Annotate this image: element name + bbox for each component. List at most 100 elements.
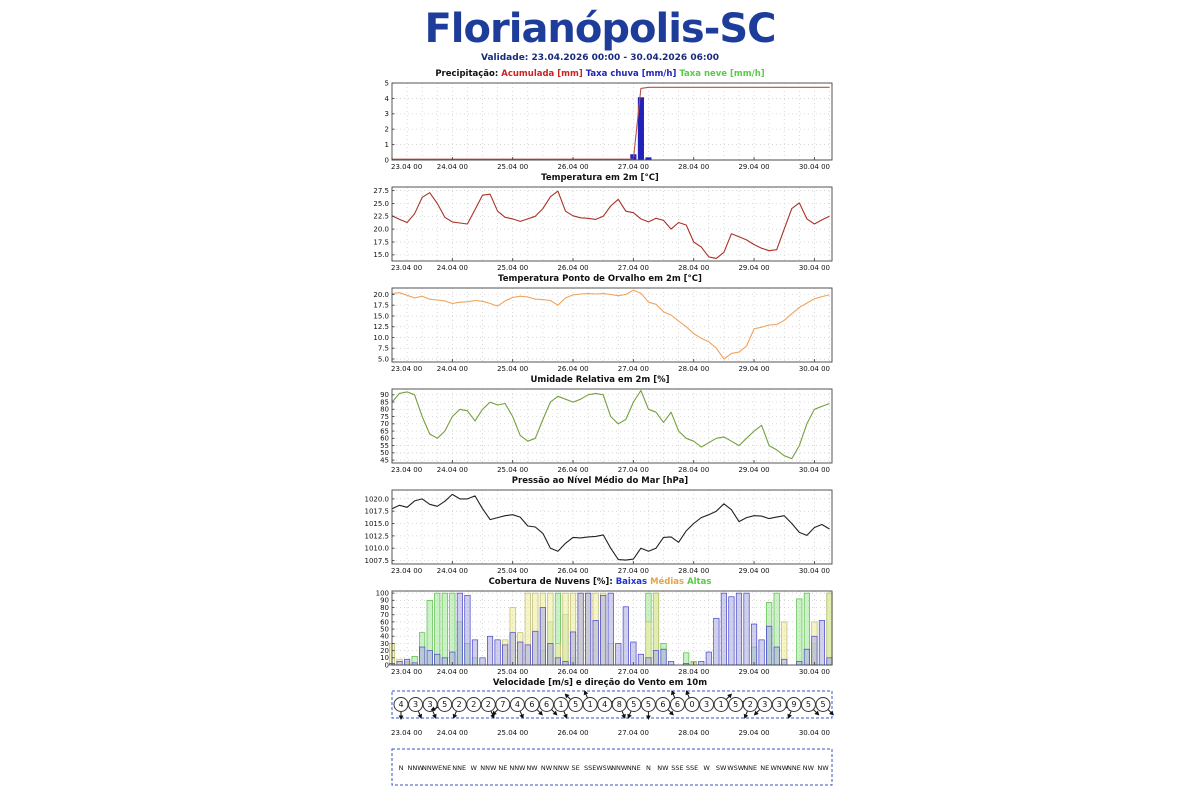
svg-text:1010.0: 1010.0 [365, 545, 390, 553]
svg-text:5: 5 [820, 700, 825, 709]
svg-text:1020.0: 1020.0 [365, 495, 390, 503]
svg-text:75: 75 [380, 413, 389, 421]
chart-title-part: Pressão ao Nível Médio do Mar [hPa] [511, 476, 689, 486]
svg-text:25.04 00: 25.04 00 [497, 567, 528, 575]
svg-text:NW: NW [526, 764, 538, 772]
svg-text:30.04 00: 30.04 00 [799, 365, 830, 373]
svg-text:27.04 00: 27.04 00 [618, 163, 649, 171]
temperature-chart: Temperatura em 2m [°C] 15.0 17.5 20.0 22.5 2… [362, 172, 838, 273]
svg-text:55: 55 [380, 442, 389, 450]
grid [392, 490, 832, 564]
wind-arrow [621, 710, 626, 719]
svg-text:26.04 00: 26.04 00 [557, 729, 588, 737]
svg-text:2: 2 [385, 126, 389, 134]
svg-text:22.5: 22.5 [373, 213, 389, 221]
svg-text:29.04 00: 29.04 00 [738, 264, 769, 272]
wind-chart: Velocidade [m/s] e direção do Vento em 1… [362, 677, 838, 793]
svg-text:NNE: NNE [743, 764, 757, 772]
svg-text:WSW: WSW [596, 764, 614, 772]
chart-title-part: Taxa neve [mm/h] [679, 69, 765, 79]
wind-arrow [452, 710, 458, 719]
svg-text:8: 8 [617, 700, 622, 709]
svg-text:85: 85 [380, 398, 389, 406]
chart-title-part: Médias [650, 577, 685, 587]
axis-labels: 15.0 17.5 20.0 22.5 25.0 27.5 23.04 00 24.04 00… [373, 187, 830, 272]
svg-text:3: 3 [428, 700, 433, 709]
chart-title-part: Acumulada [mm] [501, 69, 583, 79]
pressure-plot: 1007.5 1010.0 1012.5 1015.0 1017.5 1020.0 23.0… [365, 489, 833, 575]
wind-arrow [417, 710, 423, 719]
wind-arrow [491, 709, 499, 716]
svg-text:29.04 00: 29.04 00 [738, 365, 769, 373]
svg-text:NNW: NNW [407, 764, 424, 772]
wind-arrow [583, 690, 589, 699]
svg-text:6: 6 [544, 700, 549, 709]
svg-text:5: 5 [806, 700, 811, 709]
svg-text:17.5: 17.5 [373, 238, 389, 246]
svg-text:4: 4 [515, 700, 520, 709]
svg-text:30.04 00: 30.04 00 [799, 668, 830, 676]
svg-text:29.04 00: 29.04 00 [738, 466, 769, 474]
svg-text:30: 30 [380, 640, 389, 648]
dewpoint-chart-title: Temperatura Ponto de Orvalho em 2m [°C] [362, 273, 838, 285]
wind-arrow [646, 711, 651, 720]
wind-arrow [725, 693, 733, 700]
svg-text:5: 5 [573, 700, 578, 709]
svg-text:3: 3 [385, 110, 389, 118]
svg-text:NW: NW [803, 764, 815, 772]
svg-text:20.0: 20.0 [373, 226, 389, 234]
svg-text:3: 3 [762, 700, 767, 709]
svg-text:23.04 00: 23.04 00 [391, 668, 422, 676]
humidity-chart: Umidade Relativa em 2m [%] 45 50 55 60 65 70 7… [362, 374, 838, 475]
svg-text:0: 0 [385, 661, 389, 669]
svg-text:29.04 00: 29.04 00 [738, 567, 769, 575]
svg-text:W: W [471, 764, 478, 772]
svg-text:25.04 00: 25.04 00 [497, 668, 528, 676]
svg-text:26.04 00: 26.04 00 [557, 163, 588, 171]
svg-text:SE: SE [572, 764, 580, 772]
svg-text:2: 2 [457, 700, 462, 709]
svg-text:WNW: WNW [770, 764, 788, 772]
series [388, 592, 833, 666]
chart-title-part: Altas [687, 577, 712, 587]
wind-arrow [430, 706, 439, 711]
svg-text:80: 80 [380, 406, 389, 414]
svg-text:0: 0 [689, 700, 694, 709]
wind-chart-title: Velocidade [m/s] e direção do Vento em 1… [362, 677, 838, 689]
svg-text:15.0: 15.0 [373, 251, 389, 259]
series [391, 190, 830, 259]
svg-text:50: 50 [380, 625, 389, 633]
svg-text:5: 5 [733, 700, 738, 709]
series [391, 493, 830, 561]
svg-text:4: 4 [398, 700, 403, 709]
svg-text:29.04 00: 29.04 00 [738, 668, 769, 676]
series [392, 86, 830, 161]
svg-text:3: 3 [704, 700, 709, 709]
svg-text:24.04 00: 24.04 00 [437, 668, 468, 676]
svg-text:6: 6 [529, 700, 534, 709]
chart-title-part: Baixas [615, 577, 648, 587]
cloud-cover-chart-title: Cobertura de Nuvens [%]: Baixas Médias A… [362, 576, 838, 588]
wind-arrow [551, 709, 558, 716]
svg-text:60: 60 [380, 618, 389, 626]
svg-text:5: 5 [442, 700, 447, 709]
precipitation-chart: Precipitação: Acumulada [mm] Taxa chuva … [362, 68, 838, 172]
svg-text:27.5: 27.5 [373, 187, 389, 195]
svg-text:29.04 00: 29.04 00 [738, 729, 769, 737]
svg-text:NNW: NNW [611, 764, 628, 772]
svg-text:28.04 00: 28.04 00 [678, 466, 709, 474]
svg-text:26.04 00: 26.04 00 [557, 466, 588, 474]
grid [392, 389, 832, 463]
svg-text:10: 10 [380, 654, 389, 662]
grid [392, 288, 832, 362]
pressure-chart-title: Pressão ao Nível Médio do Mar [hPa] [362, 475, 838, 487]
svg-text:1017.5: 1017.5 [365, 508, 390, 516]
svg-text:45: 45 [380, 456, 389, 464]
wind-plot: 4 3 3 5 2 2 2 7 4 6 6 1 5 1 4 8 5 5 6 6 0 3 1 5 2 3 3 9 5 523.04 00 24… [391, 690, 834, 786]
svg-text:24.04 00: 24.04 00 [437, 729, 468, 737]
svg-text:29.04 00: 29.04 00 [738, 163, 769, 171]
